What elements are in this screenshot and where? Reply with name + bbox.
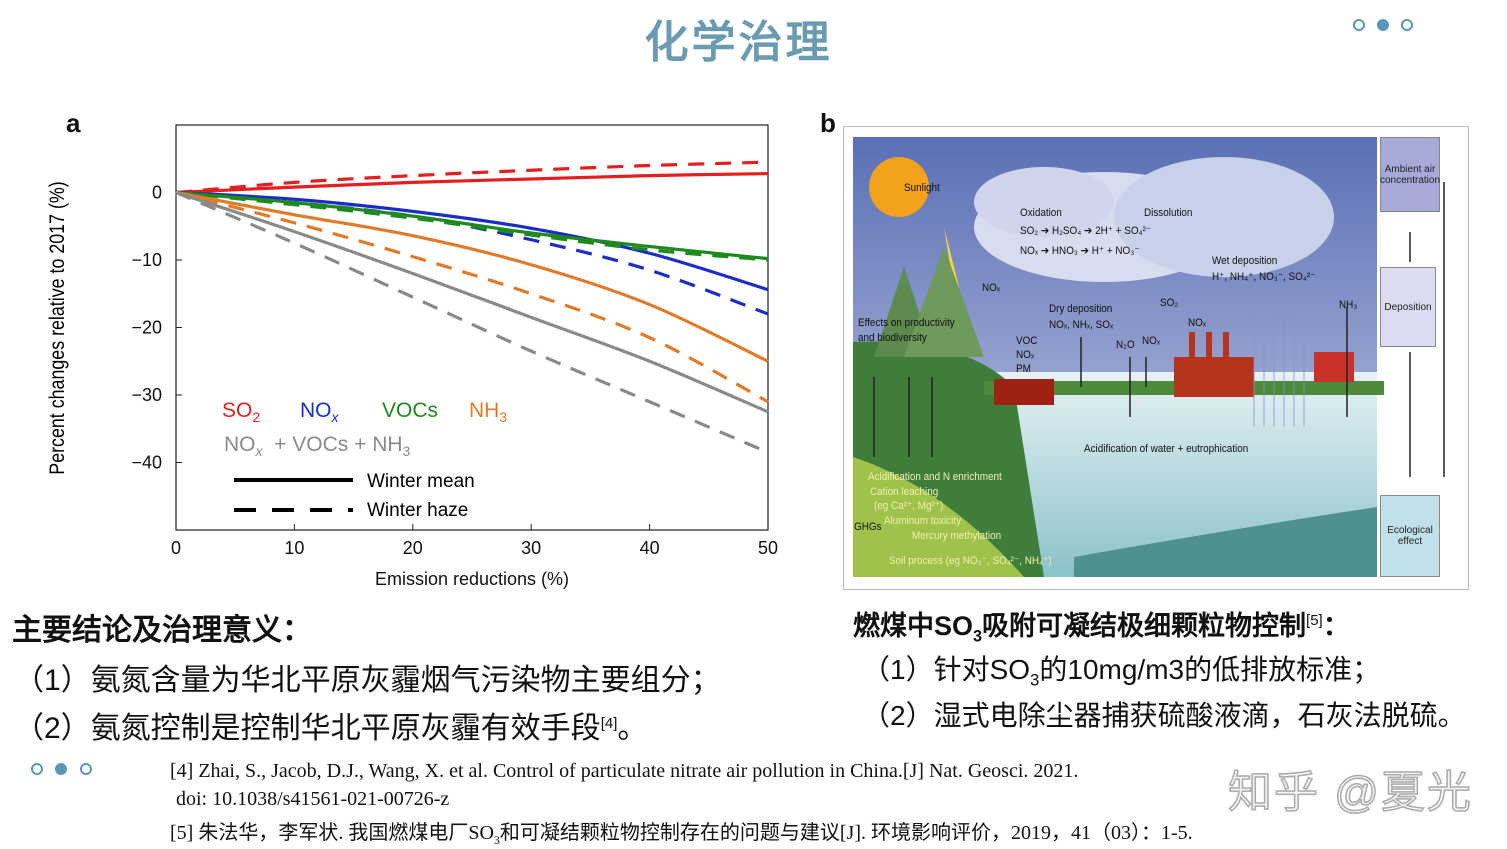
label-voc-pm: PM xyxy=(1016,363,1031,375)
x-tick-label: 20 xyxy=(403,538,423,558)
flow-box-deposition: Deposition xyxy=(1380,267,1436,347)
factory-icon xyxy=(1174,357,1254,397)
so3-item-1: （1）针对SO3的10mg/m3的低排放标准； xyxy=(862,654,1381,690)
x-tick-label: 30 xyxy=(521,538,541,558)
watermark: 知乎 @夏光 xyxy=(1227,767,1473,818)
barn-icon xyxy=(1314,352,1354,382)
x-tick-label: 10 xyxy=(284,538,304,558)
series-line-vocs-haze xyxy=(175,190,769,262)
legend-combined: NOx + VOCs + NH3 xyxy=(224,433,411,459)
label-soil: Soil process (eg NO₃⁻, SO₄²⁻, NH₄⁺) xyxy=(889,555,1052,567)
footer-dot-active[interactable] xyxy=(55,763,67,775)
reference-4: [4] Zhai, S., Jacob, D.J., Wang, X. et a… xyxy=(170,760,1079,782)
conclusion-item-1: （1）氨氮含量为华北平原灰霾烟气污染物主要组分； xyxy=(14,664,721,697)
label-aluminum: Aluminum toxicity xyxy=(884,515,962,527)
legend-so2: SO2 xyxy=(222,399,260,425)
label-wet-species: H⁺, NH₄⁺, NO₃⁻, SO₄²⁻ xyxy=(1212,271,1316,283)
diagram-illustration xyxy=(853,137,1445,577)
label-nox-lightning: NOₓ xyxy=(982,282,1001,294)
panel-b-label: b xyxy=(820,108,836,138)
x-axis-label: Emission reductions (%) xyxy=(375,569,569,589)
series-line-nh3-haze xyxy=(175,190,769,404)
so3-item-2: （2）湿式电除尘器捕获硫酸液滴，石灰法脱硫。 xyxy=(862,700,1466,731)
conclusion-item-2: （2）氨氮控制是控制华北平原灰霾有效手段[4]。 xyxy=(14,712,648,745)
legend-nox: NOx xyxy=(300,399,340,425)
series-line-nox-vocs-nh3-mean xyxy=(175,190,769,414)
pager-dot[interactable] xyxy=(1401,19,1413,31)
emission-reduction-chart: 0 10 20 30 40 50 0 −10 −20 −30 −40 Emission reduct… xyxy=(46,124,778,589)
label-acid-n: Acidification and N enrichment xyxy=(868,471,1002,483)
label-sunlight: Sunlight xyxy=(904,182,940,194)
flow-box-ambient: Ambient air concentration xyxy=(1380,137,1440,212)
so3-heading: 燃煤中SO3吸附可凝结极细颗粒物控制[5]： xyxy=(853,611,1350,646)
label-dry-species: NOₓ, NHₓ, SOₓ xyxy=(1049,319,1114,331)
y-tick-label: −40 xyxy=(131,453,162,473)
label-acid-water: Acidification of water + eutrophication xyxy=(1084,443,1249,455)
label-so2-reaction: SO₂ ➔ H₂SO₄ ➔ 2H⁺ + SO₄²⁻ xyxy=(1020,225,1152,237)
label-wet-deposition: Wet deposition xyxy=(1212,255,1278,267)
series-line-nox-vocs-nh3-haze xyxy=(175,191,769,454)
flow-box-ecological: Ecological effect xyxy=(1380,495,1440,577)
legend-nh3: NH3 xyxy=(469,399,507,425)
label-voc-nox: NOₓ xyxy=(1016,349,1035,361)
series-line-so2-mean xyxy=(175,172,769,195)
conclusions-heading: 主要结论及治理意义： xyxy=(12,614,312,647)
legend-vocs: VOCs xyxy=(382,399,438,422)
label-voc: VOC xyxy=(1016,335,1038,347)
label-cation: Cation leaching xyxy=(870,486,939,498)
series-line-nox-mean xyxy=(175,190,769,292)
truck-icon xyxy=(994,379,1054,405)
y-tick-label: 0 xyxy=(152,183,162,203)
label-dissolution: Dissolution xyxy=(1144,207,1193,219)
label-cation2: (eg Ca²⁺, Mg²⁺) xyxy=(874,500,944,512)
label-nh3: NH₃ xyxy=(1339,299,1358,311)
label-nox-up: NOₓ xyxy=(1142,335,1161,347)
x-tick-label: 0 xyxy=(171,538,181,558)
label-dry-deposition: Dry deposition xyxy=(1049,303,1113,315)
label-mercury: Mercury methylation xyxy=(912,530,1002,542)
legend-winter-mean: Winter mean xyxy=(367,471,475,492)
footer-dot[interactable] xyxy=(80,763,92,775)
sun-icon xyxy=(869,157,929,217)
x-tick-label: 50 xyxy=(758,538,778,558)
pager-dot-active[interactable] xyxy=(1377,19,1389,31)
series-line-vocs-mean xyxy=(175,190,769,261)
reference-5: [5] 朱法华，李军状. 我国燃煤电厂SO3和可凝结颗粒物控制存在的问题与建议[… xyxy=(170,822,1193,847)
y-tick-label: −30 xyxy=(131,385,162,405)
label-nox-reaction: NOₓ ➔ HNO₃ ➔ H⁺ + NO₃⁻ xyxy=(1020,245,1140,257)
label-ghgs: GHGs xyxy=(854,521,882,533)
y-tick-label: −20 xyxy=(131,318,162,338)
label-oxidation: Oxidation xyxy=(1020,207,1062,219)
label-effects: Effects on productivity xyxy=(858,317,955,329)
pager-dot[interactable] xyxy=(1353,19,1365,31)
reference-4-doi[interactable]: doi: 10.1038/s41561-021-00726-z xyxy=(176,788,450,810)
footer-dot[interactable] xyxy=(31,763,43,775)
label-nox-stack: NOₓ xyxy=(1188,317,1207,329)
label-so2-stack: SO₂ xyxy=(1160,297,1179,309)
acid-deposition-diagram: Ambient air concentration Deposition Eco… xyxy=(843,126,1469,590)
x-tick-label: 40 xyxy=(640,538,660,558)
series-line-so2-haze xyxy=(175,160,769,195)
label-effects2: and biodiversity xyxy=(858,332,927,344)
label-n2o: N₂O xyxy=(1116,339,1135,351)
slide-title: 化学治理 xyxy=(644,17,833,68)
panel-a-label: a xyxy=(66,108,81,138)
series-line-nh3-mean xyxy=(175,190,769,363)
y-tick-label: −10 xyxy=(131,250,162,270)
legend-winter-haze: Winter haze xyxy=(367,500,468,521)
y-axis-label: Percent changes relative to 2017 (%) xyxy=(46,181,70,474)
